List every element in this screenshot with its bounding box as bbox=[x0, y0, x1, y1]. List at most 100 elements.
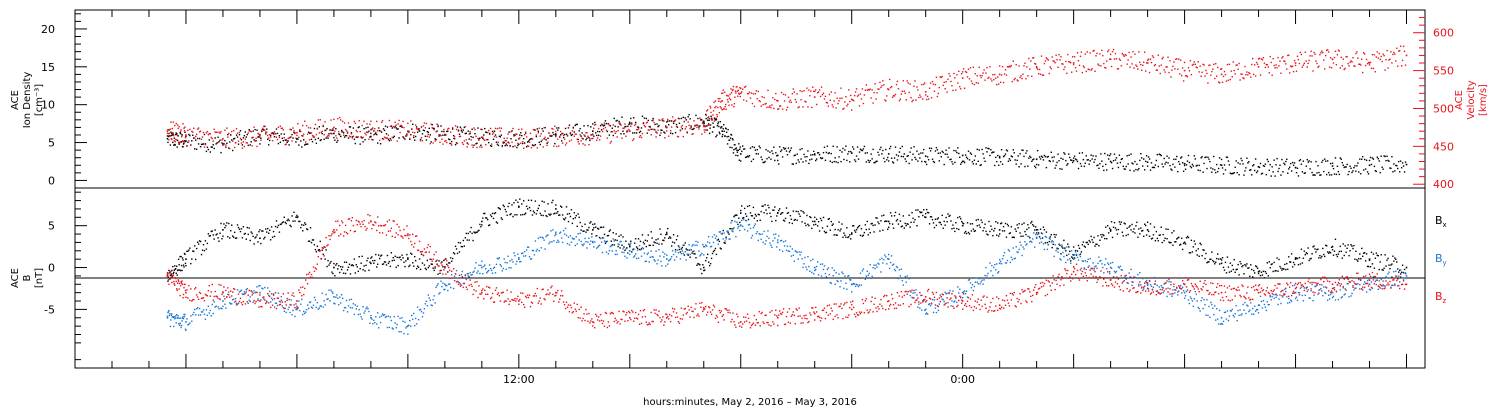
scatter-sample bbox=[599, 124, 602, 127]
scatter-sample bbox=[1097, 63, 1099, 65]
scatter-sample bbox=[960, 88, 962, 90]
scatter-sample bbox=[1256, 63, 1259, 65]
scatter-sample bbox=[985, 72, 987, 74]
scatter-sample bbox=[706, 119, 709, 121]
scatter-sample bbox=[734, 144, 736, 146]
scatter-sample bbox=[1374, 170, 1377, 172]
scatter-sample bbox=[1044, 60, 1047, 62]
scatter-sample bbox=[535, 134, 538, 136]
scatter-sample bbox=[429, 134, 431, 136]
scatter-sample bbox=[1115, 157, 1118, 159]
scatter-sample bbox=[1254, 75, 1257, 77]
scatter-sample bbox=[932, 222, 935, 224]
scatter-sample bbox=[754, 223, 757, 225]
scatter-sample bbox=[203, 146, 206, 148]
scatter-sample bbox=[1160, 64, 1162, 66]
scatter-sample bbox=[1216, 253, 1219, 255]
scatter-sample bbox=[311, 239, 314, 241]
scatter-sample bbox=[780, 149, 783, 151]
scatter-sample bbox=[1142, 64, 1144, 67]
scatter-sample bbox=[555, 231, 557, 233]
scatter-sample bbox=[171, 313, 173, 315]
scatter-sample bbox=[459, 135, 462, 138]
scatter-sample bbox=[1058, 53, 1060, 56]
scatter-sample bbox=[1361, 158, 1363, 160]
scatter-sample bbox=[1331, 162, 1334, 165]
scatter-sample bbox=[1399, 273, 1402, 275]
scatter-sample bbox=[845, 145, 847, 147]
scatter-sample bbox=[746, 230, 749, 232]
scatter-sample bbox=[300, 303, 302, 305]
scatter-sample bbox=[432, 127, 434, 130]
scatter-sample bbox=[722, 238, 724, 240]
scatter-sample bbox=[1213, 261, 1215, 263]
scatter-sample bbox=[476, 272, 478, 274]
scatter-sample bbox=[1174, 68, 1176, 70]
scatter-sample bbox=[1247, 267, 1249, 269]
scatter-sample bbox=[378, 257, 381, 260]
scatter-sample bbox=[1143, 235, 1145, 238]
scatter-sample bbox=[924, 161, 927, 163]
scatter-sample bbox=[1101, 236, 1103, 238]
scatter-sample bbox=[817, 91, 820, 93]
scatter-sample bbox=[959, 216, 961, 218]
scatter-sample bbox=[1211, 70, 1213, 73]
scatter-sample bbox=[1113, 58, 1116, 60]
scatter-sample bbox=[1180, 156, 1183, 158]
scatter-sample bbox=[523, 147, 525, 150]
scatter-sample bbox=[339, 133, 341, 136]
scatter-sample bbox=[741, 205, 743, 207]
scatter-sample bbox=[1190, 166, 1193, 169]
scatter-sample bbox=[792, 163, 795, 165]
scatter-sample bbox=[1068, 153, 1070, 155]
scatter-sample bbox=[473, 127, 475, 129]
scatter-sample bbox=[1100, 65, 1102, 67]
data-point bbox=[259, 237, 261, 240]
scatter-sample bbox=[723, 130, 725, 132]
scatter-sample bbox=[381, 137, 384, 140]
scatter-sample bbox=[861, 235, 864, 237]
scatter-sample bbox=[215, 143, 217, 145]
scatter-sample bbox=[552, 128, 554, 130]
scatter-sample bbox=[177, 323, 180, 325]
scatter-sample bbox=[1383, 54, 1385, 57]
scatter-sample bbox=[700, 254, 702, 256]
scatter-sample bbox=[1391, 263, 1393, 265]
scatter-sample bbox=[463, 126, 466, 129]
scatter-sample bbox=[217, 136, 219, 139]
scatter-sample bbox=[1234, 166, 1236, 168]
scatter-sample bbox=[654, 123, 656, 126]
scatter-sample bbox=[924, 160, 926, 163]
scatter-sample bbox=[356, 305, 358, 307]
scatter-sample bbox=[920, 152, 922, 154]
scatter-sample bbox=[1347, 173, 1349, 176]
scatter-sample bbox=[205, 309, 208, 311]
scatter-sample bbox=[326, 298, 328, 301]
scatter-sample bbox=[418, 258, 421, 260]
scatter-sample bbox=[251, 145, 253, 147]
scatter-sample bbox=[285, 311, 287, 314]
scatter-sample bbox=[1021, 77, 1023, 80]
scatter-sample bbox=[1142, 229, 1144, 232]
scatter-sample bbox=[723, 232, 725, 234]
scatter-sample bbox=[518, 143, 520, 145]
scatter-sample bbox=[753, 225, 756, 227]
scatter-sample bbox=[999, 222, 1002, 225]
scatter-sample bbox=[341, 297, 344, 300]
scatter-sample bbox=[808, 162, 810, 165]
scatter-sample bbox=[1201, 156, 1203, 158]
scatter-sample bbox=[854, 231, 857, 233]
scatter-sample bbox=[812, 220, 814, 223]
scatter-sample bbox=[270, 226, 273, 228]
scatter-sample bbox=[807, 106, 809, 108]
data-point bbox=[555, 135, 557, 138]
scatter-sample bbox=[675, 125, 678, 128]
scatter-sample bbox=[1103, 169, 1105, 172]
scatter-sample bbox=[725, 131, 728, 134]
scatter-sample bbox=[905, 160, 907, 163]
scatter-sample bbox=[1146, 165, 1149, 167]
scatter-sample bbox=[333, 118, 335, 121]
scatter-sample bbox=[1153, 226, 1156, 228]
scatter-sample bbox=[1332, 167, 1335, 170]
scatter-sample bbox=[794, 250, 796, 252]
